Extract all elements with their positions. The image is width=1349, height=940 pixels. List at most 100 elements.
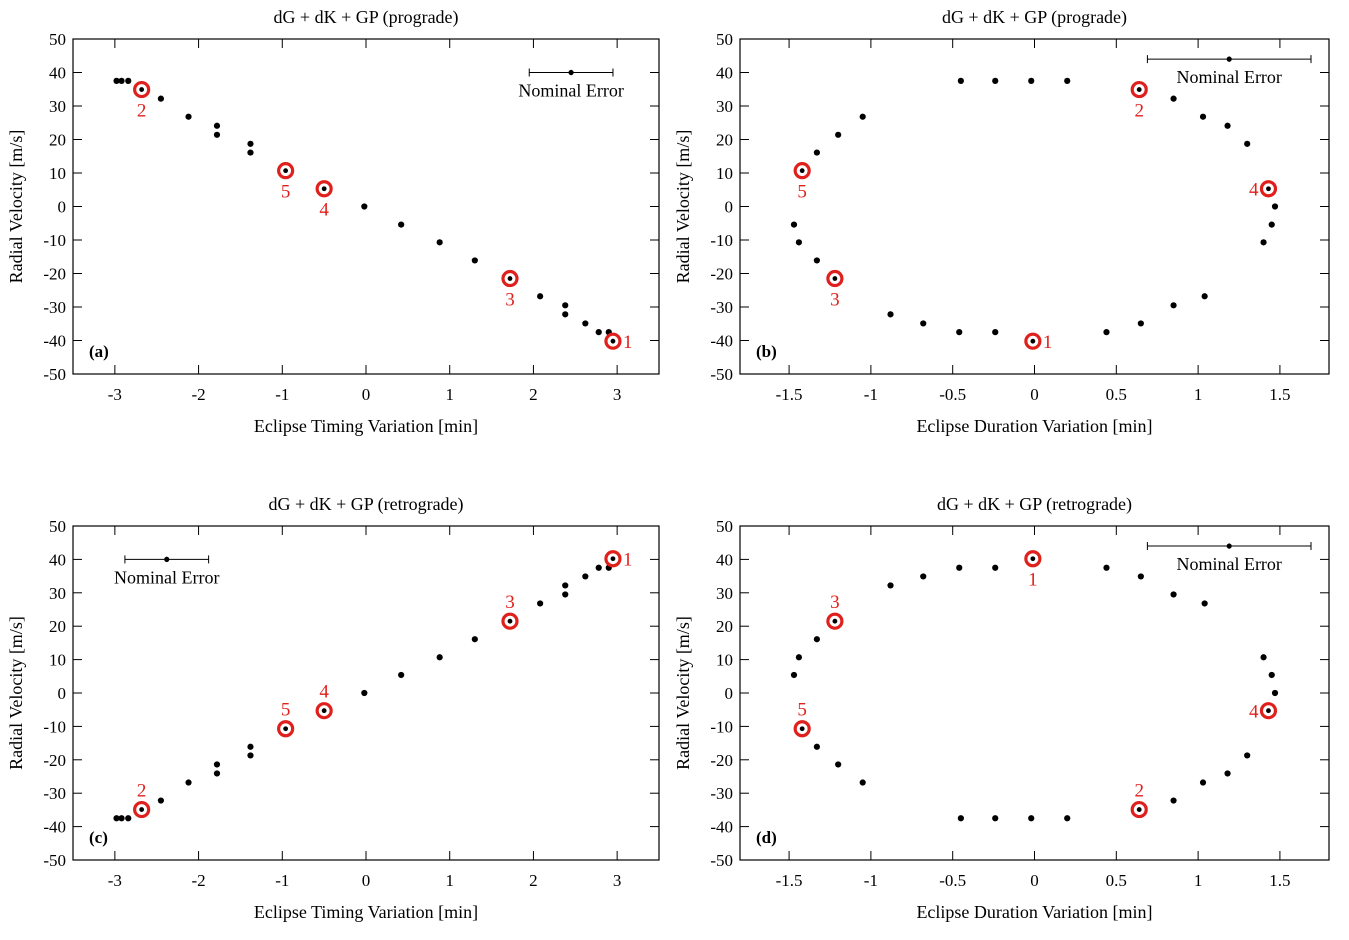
y-tick-label: 0	[725, 198, 734, 217]
nominal-error-bar: Nominal Error	[114, 555, 220, 587]
y-tick-label: 20	[716, 131, 733, 150]
data-point	[436, 239, 443, 246]
highlight-point-4: 4	[315, 180, 333, 221]
data-point	[537, 600, 544, 607]
highlight-label: 4	[319, 682, 329, 703]
y-tick-label: 40	[716, 550, 733, 569]
y-tick-label: -50	[710, 365, 733, 384]
data-point	[813, 636, 820, 643]
highlight-center	[1136, 87, 1142, 92]
panel-label: (c)	[89, 828, 108, 847]
highlight-center	[799, 726, 805, 732]
chart-title: dG + dK + GP (retrograde)	[937, 494, 1132, 515]
data-point	[1028, 815, 1035, 822]
y-tick-label: -40	[710, 332, 733, 351]
highlight-center	[1266, 186, 1271, 192]
data-point	[213, 122, 221, 129]
y-tick-label: -40	[43, 332, 66, 351]
data-point	[1271, 203, 1279, 210]
x-tick-label: -1	[864, 871, 878, 890]
data-point	[790, 671, 798, 679]
y-tick-label: 20	[716, 617, 733, 636]
highlight-label: 1	[1043, 332, 1053, 353]
y-tick-label: -50	[43, 365, 66, 384]
highlight-point-2: 2	[1130, 80, 1148, 122]
data-point	[920, 320, 927, 327]
y-tick-label: -10	[710, 231, 733, 250]
highlight-label: 2	[137, 781, 147, 802]
y-tick-label: 50	[716, 30, 733, 49]
data-point	[859, 779, 866, 786]
data-point	[920, 573, 927, 580]
x-tick-label: 1	[445, 385, 454, 404]
error-bar-point	[1226, 56, 1232, 62]
data-point	[835, 131, 842, 138]
highlight-center	[139, 807, 145, 812]
data-point	[361, 689, 368, 697]
y-tick-label: -30	[43, 298, 66, 317]
x-tick-label: -1	[275, 385, 289, 404]
x-tick-label: -3	[108, 385, 122, 404]
highlight-center	[1266, 708, 1271, 714]
nominal-error-label: Nominal Error	[114, 567, 219, 587]
x-tick-label: -1	[275, 871, 289, 890]
data-point	[1244, 140, 1251, 147]
highlight-point-3: 3	[826, 269, 844, 311]
x-tick-label: -3	[108, 871, 122, 890]
nominal-error-bar: Nominal Error	[518, 68, 624, 101]
y-tick-label: 0	[58, 198, 67, 217]
y-tick-label: 40	[49, 64, 66, 83]
data-point	[436, 654, 443, 661]
data-point	[118, 815, 125, 822]
data-point	[125, 77, 132, 84]
highlight-label: 4	[1249, 180, 1259, 201]
x-tick-label: 0.5	[1106, 871, 1127, 890]
data-point	[887, 582, 894, 589]
panel-label: (d)	[756, 828, 777, 847]
y-tick-label: -20	[43, 751, 66, 770]
data-point	[398, 671, 405, 679]
data-point	[1244, 752, 1251, 759]
highlight-label: 1	[623, 550, 633, 571]
data-point	[1268, 671, 1275, 679]
highlight-center	[507, 618, 513, 624]
highlight-center	[832, 276, 838, 281]
panel-label: (b)	[756, 342, 777, 361]
x-tick-label: 2	[529, 385, 538, 404]
highlight-point-2: 2	[1130, 781, 1148, 819]
data-point	[118, 77, 125, 84]
y-tick-label: -40	[710, 818, 733, 837]
data-point	[247, 149, 254, 156]
data-point	[813, 743, 820, 750]
data-point	[125, 815, 132, 822]
highlight-label: 2	[1134, 781, 1144, 802]
data-point	[582, 320, 589, 327]
y-tick-label: 50	[716, 517, 733, 536]
highlight-point-5: 5	[277, 700, 295, 738]
highlight-center	[1030, 338, 1036, 344]
y-tick-label: -50	[710, 851, 733, 870]
highlight-point-3: 3	[826, 592, 844, 630]
data-point	[992, 77, 999, 84]
data-point	[398, 221, 405, 228]
y-axis-label: Radial Velocity [m/s]	[673, 130, 693, 284]
nominal-error-bar: Nominal Error	[1146, 542, 1312, 574]
data-point	[992, 815, 999, 822]
y-tick-label: 0	[58, 684, 67, 703]
x-tick-label: 1.5	[1269, 871, 1290, 890]
y-tick-label: 40	[716, 64, 733, 83]
data-point	[835, 761, 842, 768]
highlight-point-1: 1	[1024, 550, 1042, 591]
data-point	[1170, 302, 1177, 309]
chart-title: dG + dK + GP (retrograde)	[268, 494, 463, 515]
nominal-error-bar: Nominal Error	[1146, 55, 1312, 87]
x-tick-label: -1.5	[776, 385, 803, 404]
nominal-error-label: Nominal Error	[1176, 554, 1281, 574]
chart-panel-d: dG + dK + GP (retrograde) -1.5 -1 -0.5 0 0.5 1…	[673, 494, 1330, 922]
data-point	[562, 591, 569, 598]
data-point	[1064, 77, 1071, 84]
y-tick-label: -20	[43, 265, 66, 284]
x-tick-label: 0	[362, 385, 371, 404]
y-tick-label: -40	[43, 818, 66, 837]
x-tick-label: -1	[864, 385, 878, 404]
